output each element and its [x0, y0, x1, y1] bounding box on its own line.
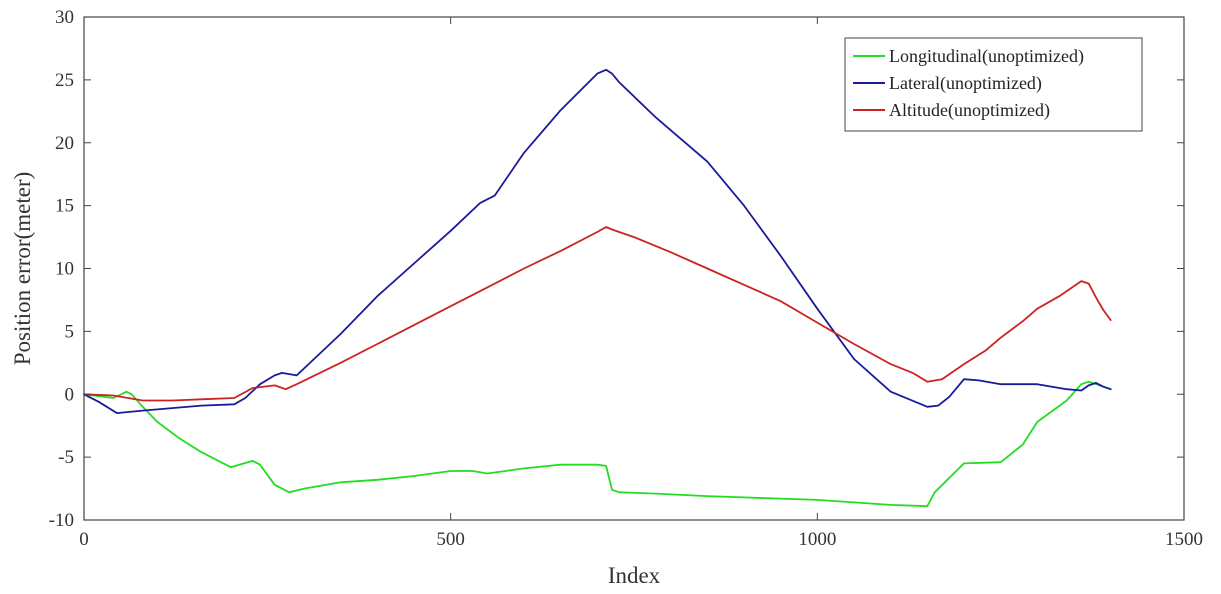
legend-label: Lateral(unoptimized) [889, 73, 1042, 94]
legend-label: Altitude(unoptimized) [889, 100, 1050, 121]
y-tick-label: 10 [55, 259, 74, 280]
legend-box [844, 37, 1143, 132]
y-tick-label: 15 [55, 196, 74, 217]
legend-label: Longitudinal(unoptimized) [889, 46, 1084, 67]
x-tick-label: 1500 [1165, 529, 1203, 550]
y-tick-label: 30 [55, 7, 74, 28]
x-tick-label: 1000 [798, 529, 836, 550]
x-axis-title: Index [608, 563, 661, 588]
series-line-3 [83, 226, 1112, 402]
y-tick-label: 20 [55, 133, 74, 154]
legend: Longitudinal(unoptimized) Lateral(unoptim… [844, 37, 1143, 132]
y-tick-label: 25 [55, 70, 74, 91]
series-layer [83, 68, 1112, 508]
y-tick-label: 0 [65, 384, 75, 405]
y-tick-label: 5 [65, 321, 75, 342]
x-tick-label: 0 [79, 529, 89, 550]
series-line-2 [83, 68, 1112, 415]
ticks-layer: 0 500 1000 1500 -10 -5 0 5 10 15 20 25 30 [49, 7, 1203, 550]
series-line-1 [83, 380, 1112, 508]
y-tick-label: -10 [49, 510, 74, 531]
y-tick-label: -5 [58, 447, 74, 468]
y-axis-title: Position error(meter) [10, 172, 35, 366]
x-tick-label: 500 [436, 529, 465, 550]
